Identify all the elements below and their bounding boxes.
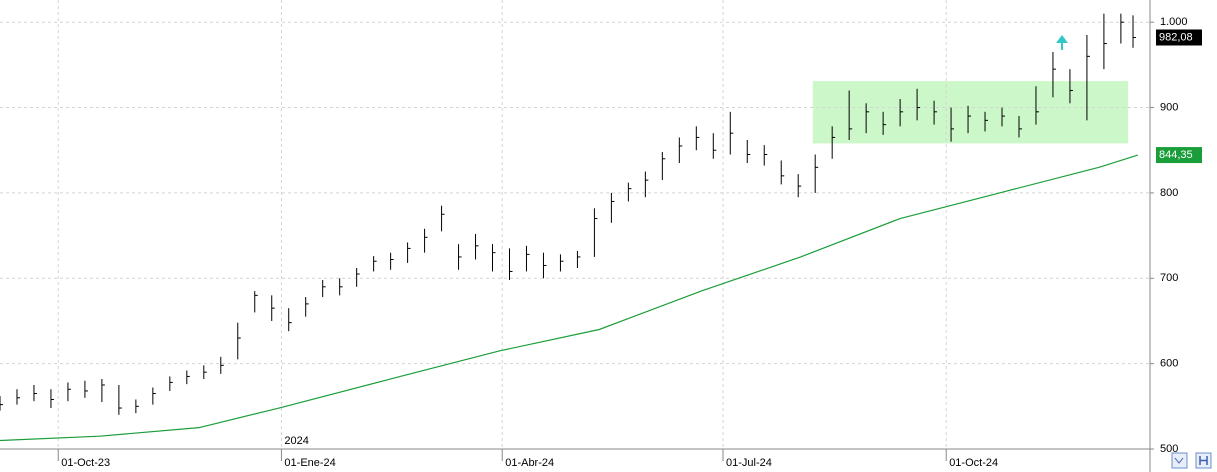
last-value-box	[1156, 29, 1202, 46]
x-tick-label: 01-Oct-24	[949, 457, 998, 469]
x-tick-label: 01-Ene-24	[284, 457, 335, 469]
y-tick-label: 500	[1160, 443, 1178, 455]
plot-area	[0, 0, 1150, 450]
zoom-button[interactable]	[1171, 452, 1188, 469]
x-tick-label: 01-Oct-23	[61, 457, 110, 469]
range-box	[812, 81, 1129, 144]
y-tick-label: 700	[1160, 272, 1178, 284]
y-tick-label: 800	[1160, 187, 1178, 199]
last-value-box	[1156, 147, 1202, 164]
y-tick-label: 600	[1160, 358, 1178, 370]
zoom-icon	[1174, 457, 1184, 464]
last-value-label: 982,08	[1159, 31, 1193, 43]
h-icon	[1199, 456, 1208, 465]
last-value-label: 844,35	[1159, 149, 1193, 161]
y-tick-label: 1.000	[1160, 16, 1188, 28]
moving-average	[0, 154, 1139, 442]
x-tick-label: 01-Jul-24	[726, 457, 772, 469]
y-tick-label: 900	[1160, 101, 1178, 113]
year-label: 2024	[284, 435, 308, 447]
up-arrow	[1056, 35, 1068, 50]
x-tick-label: 01-Abr-24	[505, 457, 554, 469]
